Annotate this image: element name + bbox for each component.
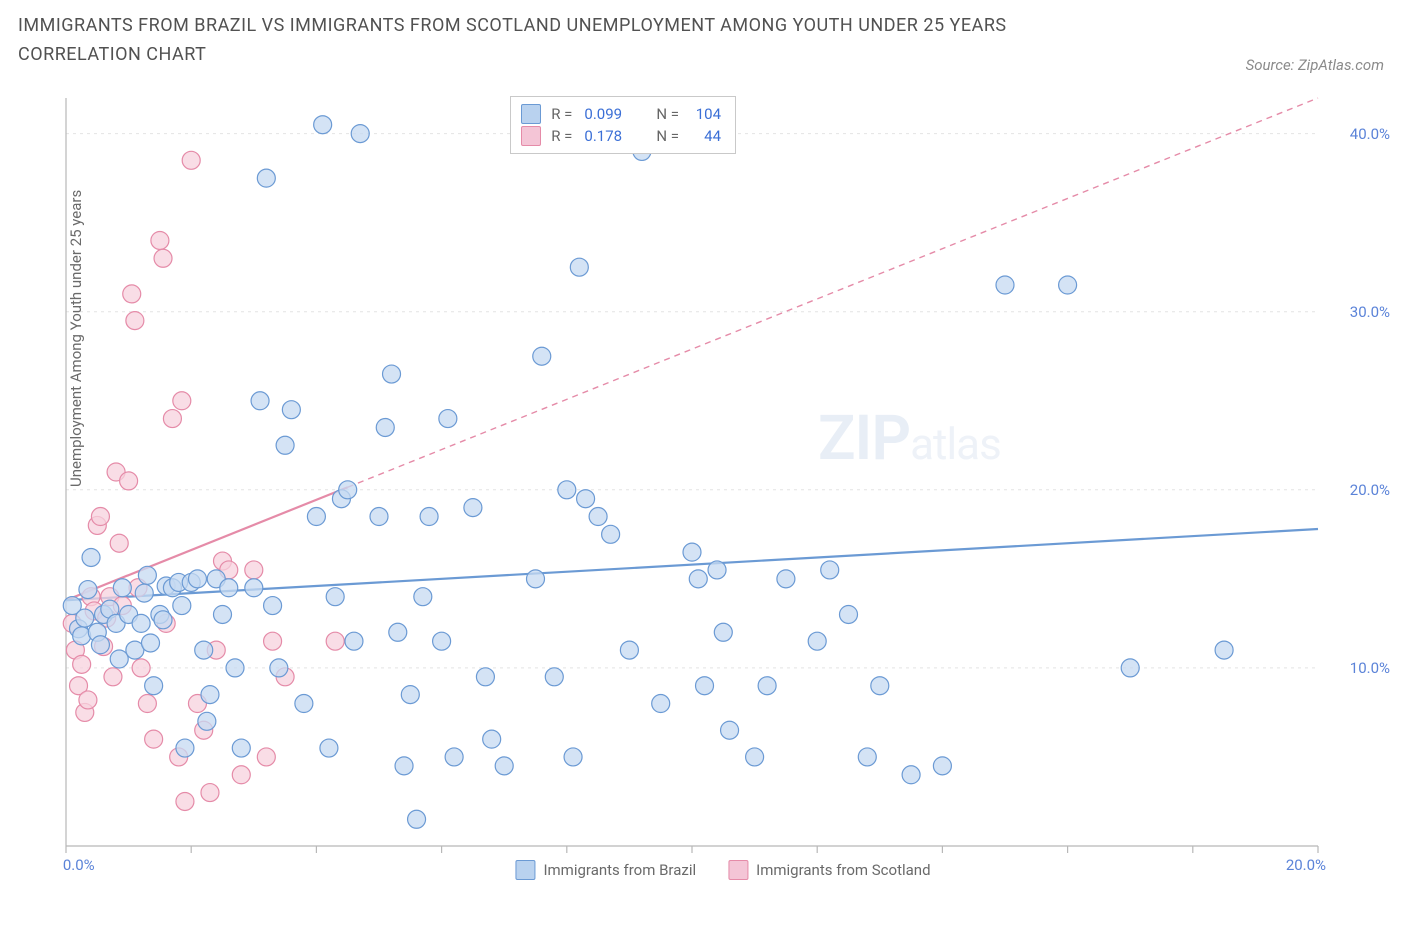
- legend-stats-row: R =0.099N =104: [521, 103, 721, 125]
- legend-swatch: [521, 126, 541, 146]
- x-tick-label: 0.0%: [63, 856, 95, 874]
- legend-label-brazil: Immigrants from Brazil: [543, 861, 696, 879]
- y-tick-label: 20.0%: [1350, 481, 1390, 499]
- y-tick-label: 30.0%: [1350, 303, 1390, 321]
- legend-swatch: [521, 104, 541, 124]
- legend-label-scotland: Immigrants from Scotland: [756, 861, 930, 879]
- legend-stats: R =0.099N =104R =0.178N =44: [510, 96, 736, 154]
- legend-swatch-scotland: [728, 860, 748, 880]
- y-tick-label: 10.0%: [1350, 659, 1390, 677]
- chart-canvas: [58, 92, 1388, 882]
- legend-item-brazil: Immigrants from Brazil: [515, 860, 696, 880]
- x-tick-label: 20.0%: [1286, 856, 1326, 874]
- y-tick-label: 40.0%: [1350, 125, 1390, 143]
- legend-swatch-brazil: [515, 860, 535, 880]
- chart-title: IMMIGRANTS FROM BRAZIL VS IMMIGRANTS FRO…: [18, 12, 1118, 70]
- y-axis-label: Unemployment Among Youth under 25 years: [67, 190, 85, 487]
- legend-stats-row: R =0.178N =44: [521, 125, 721, 147]
- legend-item-scotland: Immigrants from Scotland: [728, 860, 930, 880]
- source-attribution: Source: ZipAtlas.com: [1246, 56, 1384, 74]
- legend-series: Immigrants from Brazil Immigrants from S…: [515, 860, 930, 880]
- scatter-plot: Unemployment Among Youth under 25 years …: [58, 92, 1388, 882]
